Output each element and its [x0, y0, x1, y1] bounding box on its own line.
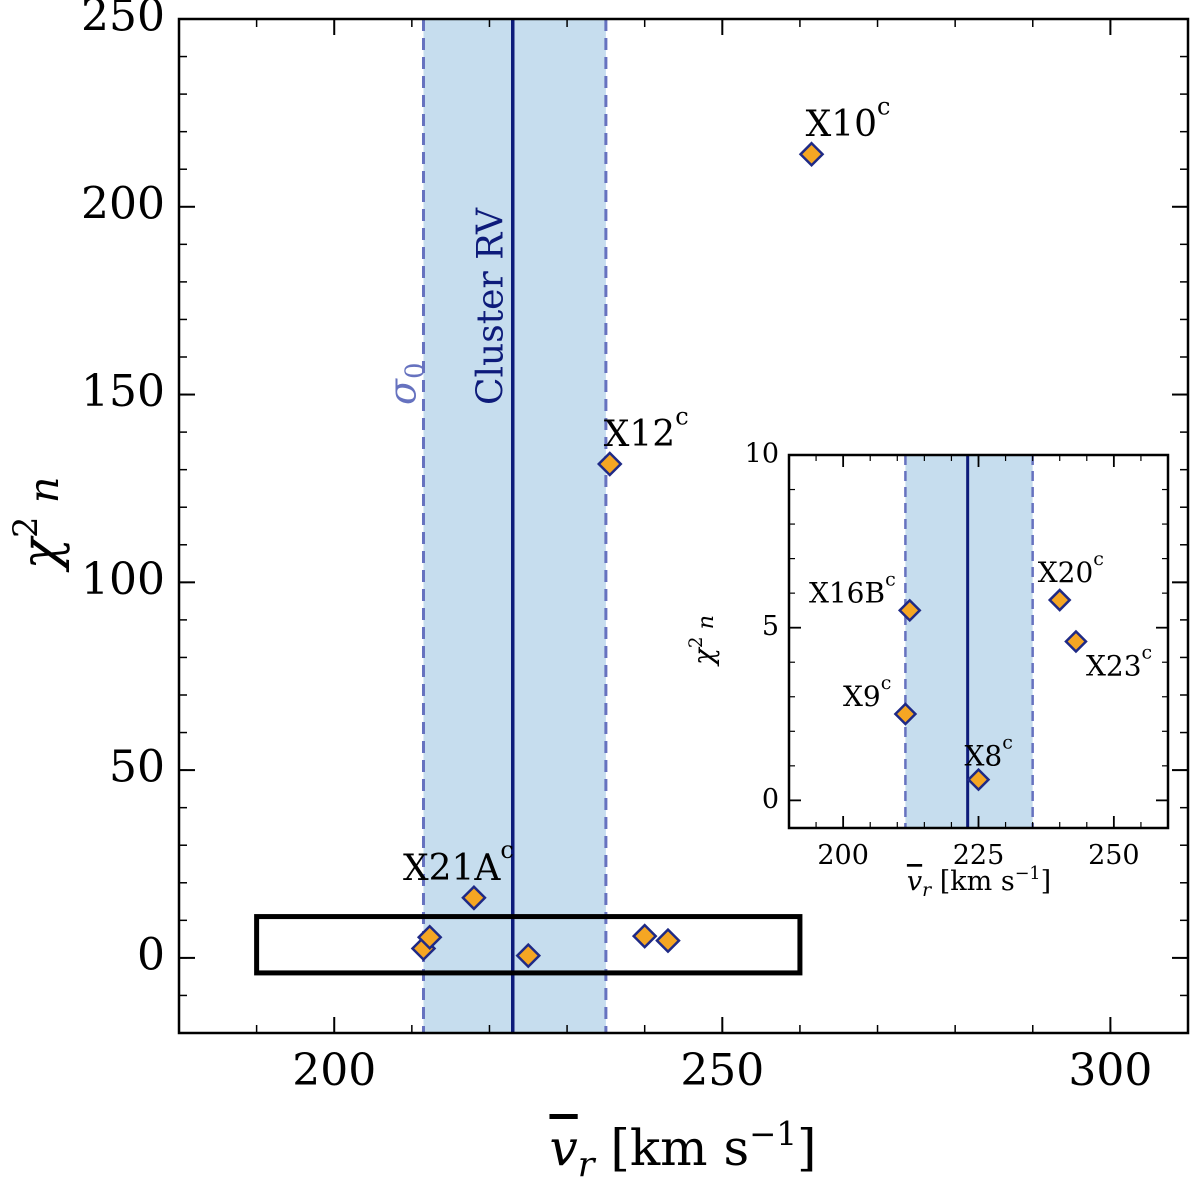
y-tick-label: 50: [109, 742, 165, 793]
data-point-main-5: [515, 942, 542, 969]
inset-point-label-x23: X23c: [1086, 641, 1152, 682]
inset-point-label-x8: X8c: [965, 732, 1013, 773]
data-point-x10: [798, 141, 825, 167]
inset-data-point-x23: [1064, 629, 1088, 654]
inset-region-box: [254, 914, 803, 976]
axis-labels: vr [km s−1] χ2 n vr [km s−1] χ2 n: [6, 476, 1051, 1182]
y-tick-label: 250: [81, 0, 165, 42]
data-point-x12: [596, 451, 623, 477]
inset-plot-panel: X16Bc X9c X8c X20c X23c 200 225 250 0 5 10: [745, 439, 1170, 871]
point-label-x12: X12c: [604, 402, 689, 455]
data-point-x21a: [461, 885, 487, 911]
x-tick-label: 300: [1068, 1045, 1152, 1096]
y-tick-label: 10: [745, 439, 779, 470]
inset-data-point-x9: [893, 702, 918, 726]
point-label-x21a: X21Ac: [403, 836, 514, 889]
y-tick-label: 150: [81, 366, 165, 417]
point-label-x10: X10c: [806, 93, 891, 146]
inset-point-label-x16b: X16Bc: [809, 568, 896, 609]
inset-data-point-x8: [966, 767, 991, 792]
x-tick-label: 225: [953, 840, 1005, 871]
y-tick-label: 5: [762, 611, 779, 642]
y-tick-label: 200: [81, 178, 165, 229]
inset-data-point-x16b: [897, 598, 922, 623]
sigma-label: σ0: [380, 363, 430, 406]
cluster-rv-label: Cluster RV: [471, 207, 512, 405]
inset-plot-frame: [787, 453, 1170, 830]
y-tick-label: 0: [762, 784, 779, 815]
y-tick-label: 0: [137, 929, 165, 980]
inset-y-axis-label: χ2 n: [686, 615, 720, 667]
inset-data-point-x20: [1047, 588, 1072, 612]
y-axis-label: χ2 n: [6, 476, 71, 573]
inset-point-label-x9: X9c: [843, 672, 891, 713]
data-point-main-6: [631, 923, 658, 949]
inset-x-axis-label: vr [km s−1]: [907, 864, 1051, 901]
data-point-main-7: [655, 927, 681, 954]
main-plot-frame: [177, 17, 1190, 1035]
sigma-band: [423, 19, 606, 1033]
inset-point-label-x20: X20c: [1038, 548, 1104, 589]
data-point-main-4: [416, 924, 443, 951]
y-tick-label: 100: [81, 554, 165, 605]
x-tick-label: 200: [292, 1045, 376, 1096]
x-tick-label: 250: [1088, 840, 1140, 871]
x-tick-label: 200: [817, 840, 869, 871]
x-axis-label: vr [km s−1]: [549, 1115, 816, 1182]
x-tick-label: 250: [680, 1045, 764, 1096]
